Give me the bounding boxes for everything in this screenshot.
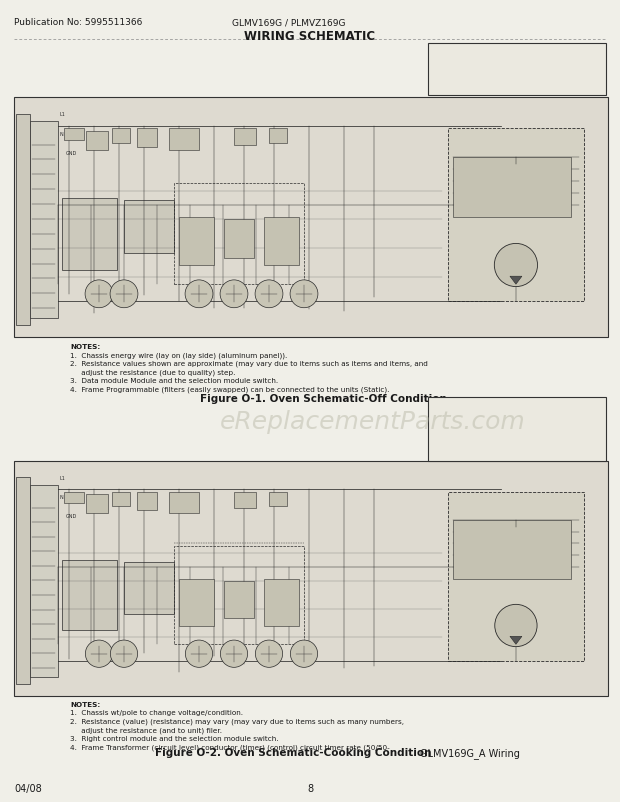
Polygon shape bbox=[510, 277, 522, 285]
Bar bbox=[14, 461, 608, 696]
Text: 2.   CLOCK APPEARS ON DISPLAY: 2. CLOCK APPEARS ON DISPLAY bbox=[432, 75, 556, 84]
Circle shape bbox=[220, 640, 247, 667]
Bar bbox=[62, 199, 117, 270]
Text: SCHEMATIC: SCHEMATIC bbox=[432, 400, 485, 410]
Circle shape bbox=[85, 281, 113, 308]
Text: GLMV169G / PLMVZ169G: GLMV169G / PLMVZ169G bbox=[232, 18, 345, 27]
Text: "HIGH": "HIGH" bbox=[432, 448, 471, 457]
Text: 4.  Frame Programmable (filters (easily swapped) can be connected to the units (: 4. Frame Programmable (filters (easily s… bbox=[70, 386, 389, 392]
Text: 3.   VARIABLE  COOKING  CONTROL: 3. VARIABLE COOKING CONTROL bbox=[432, 439, 565, 448]
Bar bbox=[86, 494, 108, 513]
Bar bbox=[234, 492, 256, 508]
Text: N: N bbox=[60, 132, 64, 136]
Text: L1: L1 bbox=[60, 476, 66, 480]
Polygon shape bbox=[510, 637, 522, 645]
Bar bbox=[448, 492, 584, 661]
Bar bbox=[453, 158, 572, 217]
Bar bbox=[169, 492, 199, 513]
Text: N: N bbox=[60, 494, 64, 500]
Bar bbox=[62, 560, 117, 630]
Circle shape bbox=[255, 281, 283, 308]
Bar bbox=[224, 220, 254, 258]
Text: 2.  Resistance values shown are approximate (may vary due to items such as items: 2. Resistance values shown are approxima… bbox=[70, 361, 428, 367]
Text: GND: GND bbox=[66, 151, 78, 156]
Text: 3.  Right control module and the selection module switch.: 3. Right control module and the selectio… bbox=[70, 735, 278, 741]
Bar bbox=[264, 217, 299, 265]
Bar bbox=[137, 492, 157, 511]
Bar bbox=[264, 579, 299, 626]
Text: NOTES:: NOTES: bbox=[70, 343, 100, 350]
Text: Figure O-1. Oven Schematic-Off Condition: Figure O-1. Oven Schematic-Off Condition bbox=[200, 394, 447, 403]
Bar bbox=[30, 122, 58, 318]
Bar bbox=[137, 129, 157, 148]
Circle shape bbox=[110, 281, 138, 308]
Text: L1: L1 bbox=[60, 112, 66, 117]
Bar bbox=[428, 44, 606, 96]
Bar bbox=[174, 546, 304, 645]
Text: GLMV169G_A Wiring: GLMV169G_A Wiring bbox=[420, 747, 520, 758]
Text: NOTES:: NOTES: bbox=[70, 701, 100, 707]
Bar bbox=[112, 129, 130, 144]
Text: adjust the resistance (and to unit) filer.: adjust the resistance (and to unit) file… bbox=[70, 727, 222, 733]
Bar bbox=[124, 562, 174, 614]
Circle shape bbox=[495, 605, 537, 647]
Text: 04/08: 04/08 bbox=[14, 783, 42, 793]
Circle shape bbox=[86, 640, 113, 667]
Circle shape bbox=[290, 281, 318, 308]
Bar bbox=[224, 581, 254, 618]
Text: 1.  Chassis energy wire (lay on (lay side) (aluminum panel)).: 1. Chassis energy wire (lay on (lay side… bbox=[70, 352, 287, 358]
Bar bbox=[112, 492, 130, 506]
Text: adjust the resistance (due to quality) step.: adjust the resistance (due to quality) s… bbox=[70, 369, 236, 375]
Text: 1.  Chassis wt/pole to change voltage/condition.: 1. Chassis wt/pole to change voltage/con… bbox=[70, 710, 243, 715]
Bar bbox=[179, 579, 214, 626]
Bar bbox=[16, 115, 30, 326]
Circle shape bbox=[290, 640, 317, 667]
Bar bbox=[169, 129, 199, 151]
Bar bbox=[453, 520, 572, 579]
Bar bbox=[30, 485, 58, 678]
Text: GND: GND bbox=[66, 513, 78, 518]
Bar bbox=[448, 129, 584, 302]
Bar bbox=[174, 184, 304, 285]
Text: NOTE: CONDITION OF OVEN: NOTE: CONDITION OF OVEN bbox=[432, 55, 538, 64]
Circle shape bbox=[220, 281, 248, 308]
Circle shape bbox=[110, 640, 138, 667]
Text: 1.   DOOR CLOSED: 1. DOOR CLOSED bbox=[432, 419, 502, 427]
Circle shape bbox=[185, 281, 213, 308]
Text: SCHEMATIC: SCHEMATIC bbox=[432, 47, 485, 56]
Bar bbox=[14, 98, 608, 338]
Text: 8: 8 bbox=[307, 783, 313, 793]
Text: 2.  Resistance (value) (resistance) may vary (may vary due to items such as many: 2. Resistance (value) (resistance) may v… bbox=[70, 718, 404, 724]
Text: Figure O-2. Oven Schematic-Cooking Condition: Figure O-2. Oven Schematic-Cooking Condi… bbox=[155, 747, 432, 757]
Bar bbox=[428, 398, 606, 461]
Circle shape bbox=[185, 640, 213, 667]
Circle shape bbox=[255, 640, 283, 667]
Text: eReplacementParts.com: eReplacementParts.com bbox=[220, 410, 526, 433]
Bar bbox=[179, 217, 214, 265]
Circle shape bbox=[494, 244, 538, 287]
Bar bbox=[269, 129, 287, 144]
Bar bbox=[16, 478, 30, 684]
Text: 3.  Data module Module and the selection module switch.: 3. Data module Module and the selection … bbox=[70, 378, 278, 383]
Text: 2.   COOKING TIME PROGRAMMED: 2. COOKING TIME PROGRAMMED bbox=[432, 428, 561, 437]
Text: Publication No: 5995511366: Publication No: 5995511366 bbox=[14, 18, 143, 27]
Bar bbox=[86, 132, 108, 151]
Text: 1.   DOOR CLOSED: 1. DOOR CLOSED bbox=[432, 65, 502, 74]
Bar bbox=[234, 129, 256, 146]
Bar bbox=[64, 492, 84, 504]
Text: NOTE: CONDITION OF OVEN: NOTE: CONDITION OF OVEN bbox=[432, 408, 538, 418]
Text: 4.  Frame Transformer (circuit level) conductor (timer) (control) circuit timer : 4. Frame Transformer (circuit level) con… bbox=[70, 743, 390, 750]
Text: WIRING SCHEMATIC: WIRING SCHEMATIC bbox=[244, 30, 376, 43]
Bar bbox=[124, 201, 174, 253]
Bar bbox=[269, 492, 287, 506]
Bar bbox=[64, 129, 84, 141]
